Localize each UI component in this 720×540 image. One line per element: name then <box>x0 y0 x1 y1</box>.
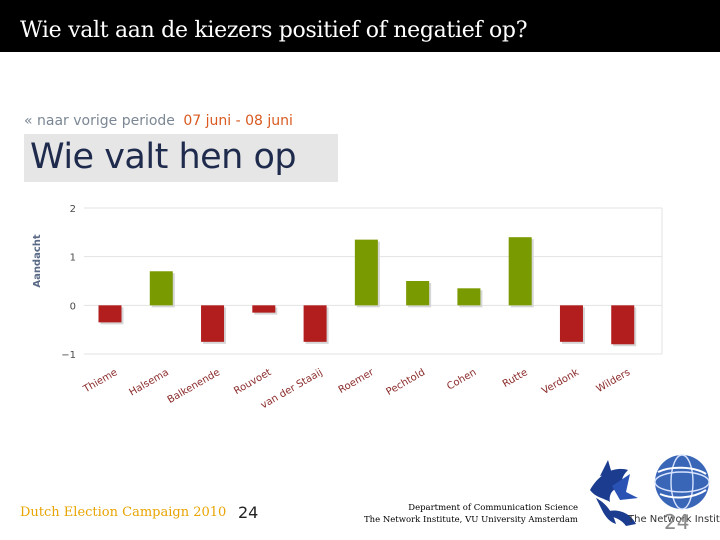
footer-affiliation: Department of Communication Science The … <box>345 502 578 526</box>
page-number: 24 <box>664 510 690 534</box>
date-range: 07 juni - 08 juni <box>183 113 293 129</box>
x-tick-label: Rouvoet <box>232 367 273 397</box>
x-tick-label: Rutte <box>501 367 530 390</box>
chart-heading-box: Wie valt hen op <box>24 134 338 182</box>
bar-wilders[interactable] <box>611 305 635 345</box>
bar-balkenende[interactable] <box>201 305 225 342</box>
previous-period-link[interactable]: « naar vorige periode <box>24 113 175 129</box>
y-tick-label: 0 <box>70 301 76 312</box>
bar-van-der-staaij[interactable] <box>303 305 327 342</box>
griffin-icon <box>590 460 638 526</box>
footer-department: Department of Communication Science <box>408 503 578 513</box>
bar-pechtold[interactable] <box>406 281 430 306</box>
chart-bars <box>98 237 637 347</box>
period-navigation: « naar vorige periode 07 juni - 08 juni <box>24 113 293 129</box>
x-tick-label: Verdonk <box>540 367 581 397</box>
slide-title: Wie valt aan de kiezers positief of nega… <box>20 18 528 43</box>
footer-campaign: Dutch Election Campaign 2010 <box>20 505 227 520</box>
footer-campaign-number: 24 <box>238 503 259 522</box>
bar-rutte[interactable] <box>508 237 532 306</box>
bar-thieme[interactable] <box>98 305 122 323</box>
x-tick-label: Roemer <box>337 367 377 396</box>
y-tick-label: 1 <box>70 253 76 264</box>
logo-caption: The Network Institute <box>628 514 720 525</box>
x-tick-label: Pechtold <box>385 367 428 398</box>
bar-halsema[interactable] <box>149 271 173 306</box>
x-tick-label: Halsema <box>127 367 170 398</box>
x-tick-label: Thieme <box>81 367 120 396</box>
y-tick-label: −1 <box>61 350 76 361</box>
bar-cohen[interactable] <box>457 288 481 306</box>
y-axis-label: Aandacht <box>32 234 43 288</box>
bar-roemer[interactable] <box>354 239 378 306</box>
globe-icon <box>654 454 710 510</box>
x-tick-label: Cohen <box>445 367 478 392</box>
x-tick-label: Wilders <box>595 367 633 395</box>
bar-rouvoet[interactable] <box>252 305 276 313</box>
footer-institute: The Network Institute, VU University Ams… <box>363 515 578 525</box>
network-institute-logo <box>590 454 710 526</box>
title-bar: Wie valt aan de kiezers positief of nega… <box>0 0 720 52</box>
x-tick-label: Balkenende <box>166 367 222 406</box>
bar-verdonk[interactable] <box>559 305 583 342</box>
chart-heading: Wie valt hen op <box>30 137 297 177</box>
y-tick-label: 2 <box>70 204 76 215</box>
